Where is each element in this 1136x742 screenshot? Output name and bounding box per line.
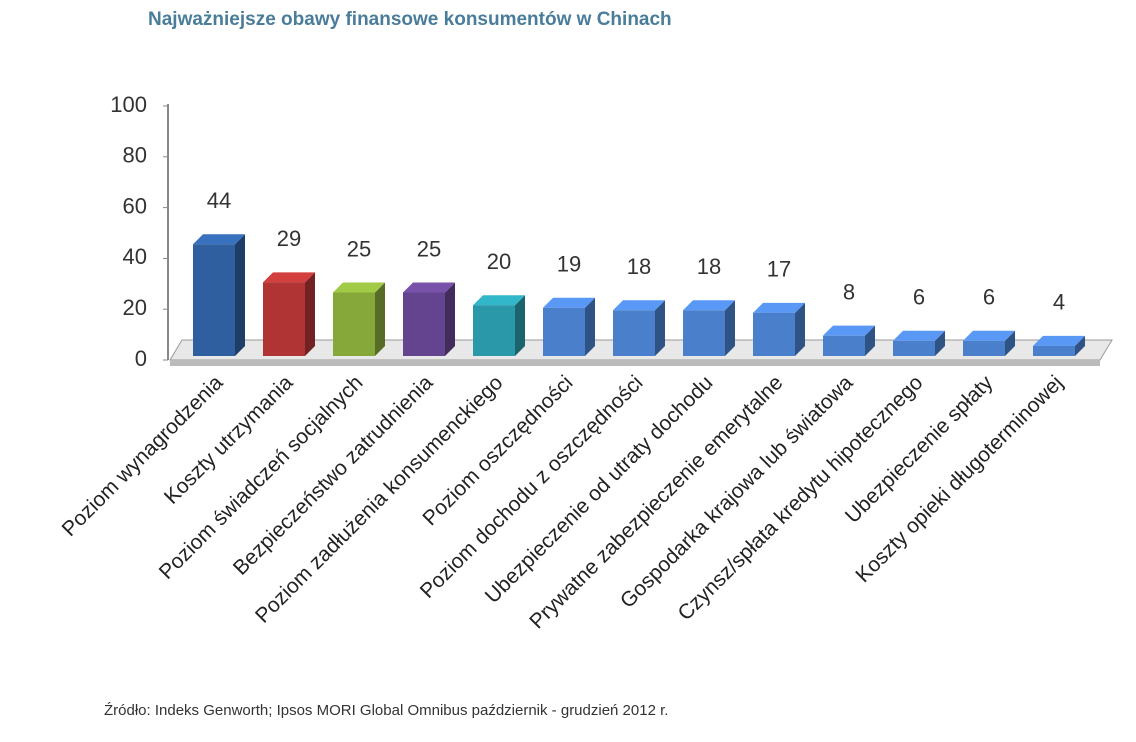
bar-top	[823, 325, 875, 336]
bar-side	[1075, 335, 1085, 356]
bar-side	[725, 300, 735, 356]
bar-side	[655, 300, 665, 356]
value-label: 44	[207, 188, 231, 213]
bar-top	[543, 297, 595, 308]
bar	[823, 335, 865, 356]
value-label: 6	[913, 285, 925, 310]
bar-side	[935, 330, 945, 356]
value-label: 6	[983, 285, 995, 310]
value-label: 17	[767, 257, 791, 282]
bar	[333, 292, 375, 356]
bar	[753, 312, 795, 356]
bar-side	[1005, 330, 1015, 356]
source-note: Źródło: Indeks Genworth; Ipsos MORI Glob…	[104, 702, 668, 719]
value-label: 4	[1053, 290, 1065, 315]
bar-top	[1033, 335, 1085, 346]
bar-top	[473, 295, 525, 306]
bar-top	[683, 300, 735, 311]
value-label: 8	[843, 279, 855, 304]
bar-side	[445, 282, 455, 356]
y-tick-label: 20	[123, 295, 147, 320]
bar	[893, 340, 935, 356]
bar-side	[235, 234, 245, 356]
x-tick-label: Poziom zadłużenia konsumenckiego	[251, 371, 507, 627]
bar	[963, 340, 1005, 356]
bar	[403, 292, 445, 356]
value-label: 19	[557, 252, 581, 277]
chart-title: Najważniejsze obawy finansowe konsumentó…	[148, 9, 672, 30]
value-label: 20	[487, 249, 511, 274]
value-label: 29	[277, 226, 301, 251]
bar-top	[403, 282, 455, 293]
bar	[543, 307, 585, 356]
y-tick-label: 100	[110, 92, 147, 117]
value-label: 18	[627, 254, 651, 279]
floor-edge	[170, 360, 1100, 366]
bar-top	[893, 330, 945, 341]
y-tick-label: 80	[123, 143, 147, 168]
bar-top	[753, 302, 805, 313]
bar-top	[613, 300, 665, 311]
bar	[473, 305, 515, 356]
bar-side	[585, 297, 595, 356]
bar	[613, 310, 655, 356]
bar-side	[305, 272, 315, 356]
bar-top	[333, 282, 385, 293]
x-tick-label: Koszty utrzymania	[160, 371, 298, 509]
value-label: 25	[417, 236, 441, 261]
bar-side	[865, 325, 875, 356]
value-label: 18	[697, 254, 721, 279]
y-tick-label: 60	[123, 193, 147, 218]
bar	[1033, 345, 1075, 356]
bar	[683, 310, 725, 356]
bar-top	[963, 330, 1015, 341]
y-tick-label: 40	[123, 244, 147, 269]
bar-side	[375, 282, 385, 356]
bar	[193, 244, 235, 356]
y-tick-label: 0	[135, 346, 147, 371]
x-tick-label: Prywatne zabezpieczenie emerytalne	[525, 371, 787, 633]
bar-top	[263, 272, 315, 283]
x-tick-label: Czynsz/spłata kredytu hipotecznego	[673, 371, 927, 625]
value-label: 25	[347, 236, 371, 261]
bar-top	[193, 234, 245, 245]
bar	[263, 282, 305, 356]
bar-side	[515, 295, 525, 356]
bar-side	[795, 302, 805, 356]
